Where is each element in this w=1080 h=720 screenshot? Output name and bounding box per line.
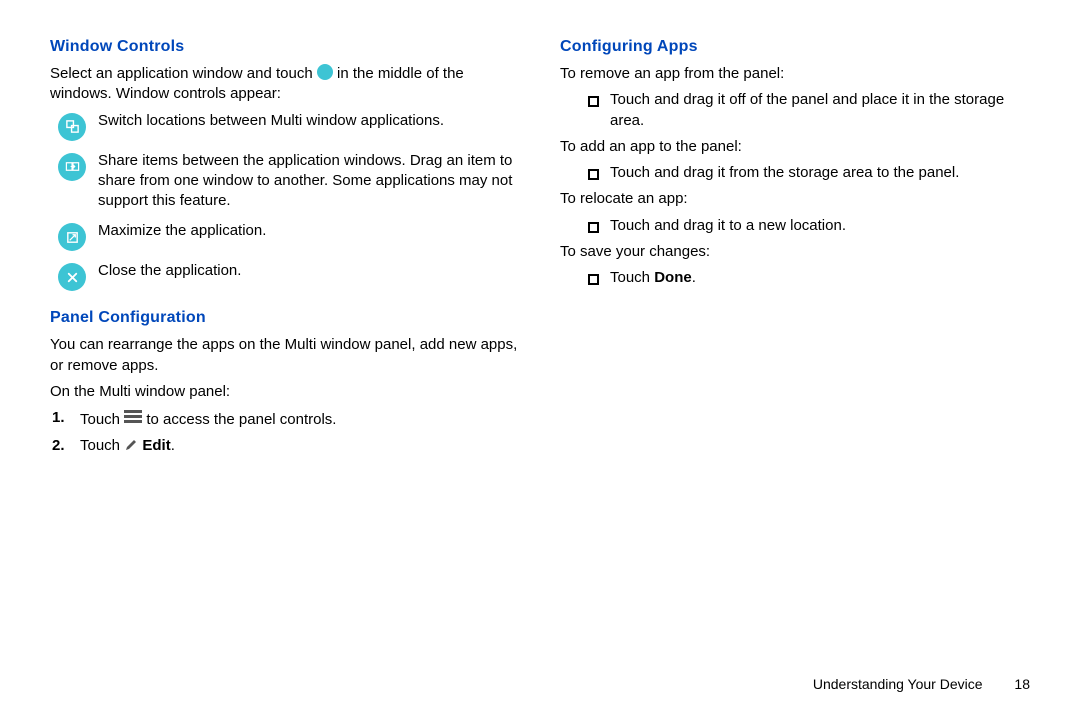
remove-bullet: Touch and drag it off of the panel and p… (610, 90, 1030, 131)
panel-config-heading: Panel Configuration (50, 309, 520, 327)
switch-windows-icon (58, 113, 86, 141)
configuring-apps-heading: Configuring Apps (560, 38, 1030, 56)
panel-config-block: Panel Configuration You can rearrange th… (50, 309, 520, 458)
maximize-icon (58, 223, 86, 251)
control-share-row: Share items between the application wind… (58, 151, 520, 212)
save-bullet-bold: Done (654, 269, 692, 286)
footer-page-number: 18 (1014, 676, 1030, 692)
step-1: 1. Touch to access the panel controls. (80, 408, 520, 430)
hamburger-icon (124, 408, 142, 425)
panel-config-sub: On the Multi window panel: (50, 382, 520, 402)
window-controls-block: Window Controls Select an application wi… (50, 38, 520, 291)
step-2-before: Touch (80, 437, 124, 454)
panel-config-steps: 1. Touch to access the panel controls. 2… (50, 408, 520, 459)
control-switch-row: Switch locations between Multi window ap… (58, 111, 520, 141)
step-2-after: . (171, 437, 175, 454)
save-bullet: Touch Done. (610, 268, 1030, 288)
save-bullet-before: Touch (610, 269, 654, 286)
step-2-bold: Edit (142, 437, 170, 454)
window-controls-intro: Select an application window and touch i… (50, 64, 520, 105)
step-2: 2. Touch Edit. (80, 436, 520, 458)
left-column: Window Controls Select an application wi… (50, 38, 520, 720)
step-1-before: Touch (80, 411, 124, 428)
remove-intro: To remove an app from the panel: (560, 64, 1030, 84)
switch-windows-label: Switch locations between Multi window ap… (98, 111, 520, 131)
footer-chapter: Understanding Your Device (813, 676, 983, 692)
remove-list: Touch and drag it off of the panel and p… (560, 90, 1030, 131)
save-bullet-after: . (692, 269, 696, 286)
save-intro: To save your changes: (560, 242, 1030, 262)
close-label: Close the application. (98, 261, 520, 281)
control-maximize-row: Maximize the application. (58, 221, 520, 251)
step-2-number: 2. (52, 436, 65, 456)
share-items-label: Share items between the application wind… (98, 151, 520, 212)
relocate-intro: To relocate an app: (560, 189, 1030, 209)
save-list: Touch Done. (560, 268, 1030, 288)
pencil-icon (124, 438, 138, 458)
page-footer: Understanding Your Device 18 (813, 676, 1030, 692)
step-1-after: to access the panel controls. (142, 411, 336, 428)
touch-circle-icon (317, 64, 333, 80)
window-controls-heading: Window Controls (50, 38, 520, 56)
add-list: Touch and drag it from the storage area … (560, 163, 1030, 183)
relocate-bullet: Touch and drag it to a new location. (610, 216, 1030, 236)
intro-before: Select an application window and touch (50, 65, 317, 82)
add-bullet: Touch and drag it from the storage area … (610, 163, 1030, 183)
control-close-row: Close the application. (58, 261, 520, 291)
right-column: Configuring Apps To remove an app from t… (560, 38, 1030, 720)
maximize-label: Maximize the application. (98, 221, 520, 241)
close-icon (58, 263, 86, 291)
relocate-list: Touch and drag it to a new location. (560, 216, 1030, 236)
share-items-icon (58, 153, 86, 181)
step-1-number: 1. (52, 408, 65, 428)
add-intro: To add an app to the panel: (560, 137, 1030, 157)
panel-config-intro: You can rearrange the apps on the Multi … (50, 335, 520, 376)
manual-page: Window Controls Select an application wi… (0, 0, 1080, 720)
